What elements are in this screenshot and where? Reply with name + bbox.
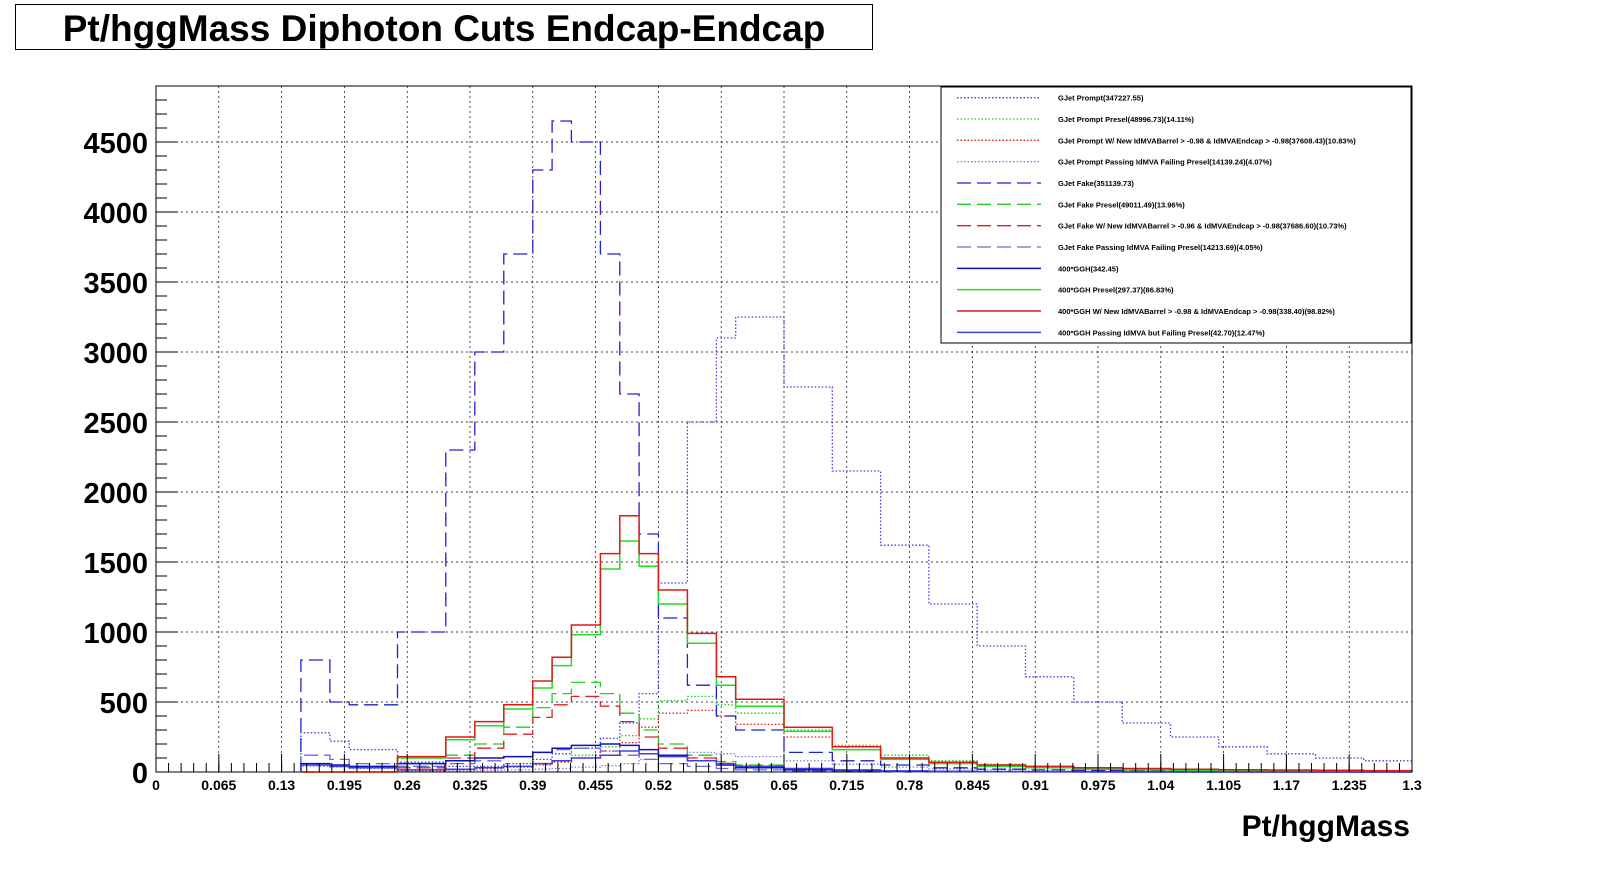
legend-label: 400*GGH(342.45) xyxy=(1058,264,1119,273)
x-tick-label: 1.3 xyxy=(1402,777,1422,793)
x-tick-label: 1.04 xyxy=(1147,777,1174,793)
series-line-12 xyxy=(300,750,1412,773)
x-tick-label: 0.065 xyxy=(201,777,236,793)
x-tick-label: 0.585 xyxy=(704,777,739,793)
series-line-3 xyxy=(300,709,1413,773)
legend-label: GJet Prompt Passing IdMVA Failing Presel… xyxy=(1058,158,1272,167)
curves xyxy=(300,120,1413,773)
y-axis-ticks: 0 500 1000 1500 2000 2500 3000 3500 4000 4500 xyxy=(83,85,178,790)
x-tick-label: 0.195 xyxy=(327,777,362,793)
series-line-1 xyxy=(300,316,1413,772)
x-tick-label: 1.17 xyxy=(1273,777,1300,793)
x-tick-label: 0.715 xyxy=(829,777,864,793)
y-tick-label: 2500 xyxy=(83,408,148,440)
x-tick-label: 0.39 xyxy=(519,777,546,793)
x-tick-label: 0 xyxy=(152,777,160,793)
x-axis-ticks: 0 0.065 0.13 0.195 0.26 0.325 0.39 0.455 0.52 0.5… xyxy=(152,754,1422,793)
legend-label: 400*GGH W/ New IdMVABarrel > -0.98 & IdM… xyxy=(1058,307,1335,316)
legend-label: GJet Fake Passing IdMVA Failing Presel(1… xyxy=(1058,243,1263,252)
legend-box xyxy=(940,86,1412,344)
x-tick-label: 0.455 xyxy=(578,777,613,793)
y-tick-label: 3000 xyxy=(83,338,148,370)
legend-label: GJet Fake(351139.73) xyxy=(1058,179,1134,188)
x-tick-label: 1.235 xyxy=(1332,777,1367,793)
legend-label: GJet Fake Presel(49011.49)(13.96%) xyxy=(1058,200,1185,209)
x-tick-label: 0.13 xyxy=(268,777,295,793)
y-tick-label: 4000 xyxy=(83,198,148,230)
legend-label: GJet Prompt W/ New IdMVABarrel > -0.98 &… xyxy=(1058,136,1356,145)
legend: GJet Prompt(347227.55) GJet Prompt Presel… xyxy=(940,86,1412,344)
x-tick-label: 0.78 xyxy=(896,777,923,793)
y-tick-label: 1000 xyxy=(83,618,148,650)
legend-label: 400*GGH Passing IdMVA but Failing Presel… xyxy=(1058,328,1265,337)
x-tick-label: 1.105 xyxy=(1206,777,1241,793)
series-line-11 xyxy=(300,515,1413,773)
title-box: Pt/hggMass Diphoton Cuts Endcap-Endcap xyxy=(15,4,873,50)
chart-title: Pt/hggMass Diphoton Cuts Endcap-Endcap xyxy=(62,8,826,49)
legend-label: GJet Prompt Presel(48996.73)(14.11%) xyxy=(1058,115,1194,124)
x-tick-label: 0.26 xyxy=(394,777,421,793)
x-tick-label: 0.975 xyxy=(1080,777,1115,793)
x-axis-label: Pt/hggMass xyxy=(1242,810,1410,843)
y-tick-label: 500 xyxy=(100,688,148,720)
x-tick-label: 0.91 xyxy=(1022,777,1049,793)
x-tick-label: 0.325 xyxy=(452,777,487,793)
y-tick-label: 1500 xyxy=(83,548,148,580)
x-tick-label: 0.845 xyxy=(955,777,990,793)
y-tick-label: 4500 xyxy=(83,128,148,160)
legend-label: GJet Prompt(347227.55) xyxy=(1058,94,1144,103)
legend-label: 400*GGH Presel(297.37)(86.83%) xyxy=(1058,286,1174,295)
x-tick-label: 0.65 xyxy=(770,777,797,793)
y-tick-label: 0 xyxy=(132,758,148,790)
y-tick-label: 3500 xyxy=(83,268,148,300)
legend-label: GJet Fake W/ New IdMVABarrel > -0.96 & I… xyxy=(1058,222,1347,231)
x-tick-label: 0.52 xyxy=(645,777,672,793)
y-tick-label: 2000 xyxy=(83,478,148,510)
